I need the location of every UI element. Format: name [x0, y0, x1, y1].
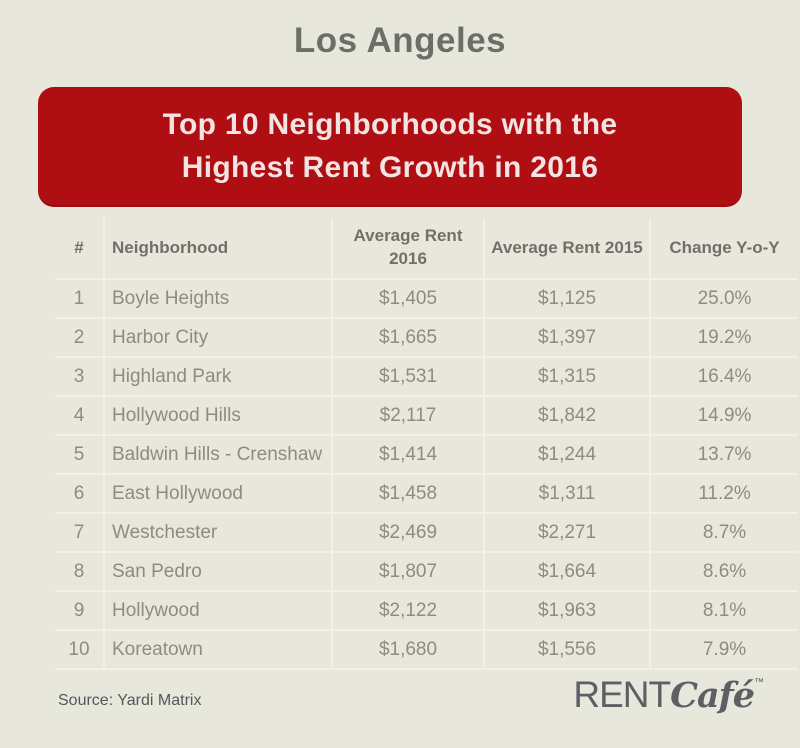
logo-rent-text: RENT	[573, 674, 671, 715]
column-header-avg-rent-2016: Average Rent 2016	[332, 218, 485, 279]
cell-neighborhood: Harbor City	[104, 318, 333, 357]
cell-avg-rent-2015: $1,315	[484, 357, 651, 396]
column-header-change-yoy: Change Y-o-Y	[669, 237, 780, 257]
table-row: 2 Harbor City $1,665 $1,397 19.2%	[55, 318, 798, 357]
cell-rank: 7	[55, 513, 105, 552]
cell-avg-rent-2015: $1,244	[484, 435, 651, 474]
rent-table-container: # Neighborhood Average Rent 2016 Average…	[55, 218, 798, 670]
table-row: 9 Hollywood $2,122 $1,963 8.1%	[55, 591, 798, 630]
banner-title-line1: Top 10 Neighborhoods with the	[162, 108, 618, 141]
cell-change-yoy: 8.6%	[702, 560, 747, 582]
cell-rank: 2	[55, 318, 105, 357]
cell-avg-rent-2016: $1,807	[332, 552, 485, 591]
cell-avg-rent-2016: $1,458	[332, 474, 485, 513]
table-row: 1 Boyle Heights $1,405 $1,125 25.0%	[55, 279, 798, 318]
cell-avg-rent-2015: $1,842	[484, 396, 651, 435]
cell-avg-rent-2016: $2,469	[332, 513, 485, 552]
table-row: 5 Baldwin Hills - Crenshaw $1,414 $1,244 13.…	[55, 435, 798, 474]
cell-neighborhood: Hollywood	[104, 591, 333, 630]
source-text: Source: Yardi Matrix	[58, 692, 202, 709]
cell-neighborhood: Westchester	[104, 513, 333, 552]
table-header-row: # Neighborhood Average Rent 2016 Average…	[55, 218, 798, 279]
cell-change-yoy: 8.7%	[702, 521, 747, 543]
cell-avg-rent-2015: $1,963	[484, 591, 651, 630]
cell-neighborhood: Koreatown	[104, 630, 333, 669]
cell-avg-rent-2015: $1,556	[484, 630, 651, 669]
cell-neighborhood: Hollywood Hills	[104, 396, 333, 435]
cell-avg-rent-2015: $1,311	[484, 474, 651, 513]
table-row: 4 Hollywood Hills $2,117 $1,842 14.9%	[55, 396, 798, 435]
banner-title-line2: Highest Rent Growth in 2016	[181, 151, 599, 184]
cell-rank: 9	[55, 591, 105, 630]
column-header-avg-rent-2015: Average Rent 2015	[484, 218, 651, 279]
table-row: 8 San Pedro $1,807 $1,664 8.6%	[55, 552, 798, 591]
cell-neighborhood: East Hollywood	[104, 474, 333, 513]
cell-avg-rent-2016: $2,117	[332, 396, 485, 435]
logo-cafe-text: Café	[670, 675, 755, 716]
column-header-neighborhood: Neighborhood	[104, 218, 333, 279]
cell-rank: 3	[55, 357, 105, 396]
rent-table: # Neighborhood Average Rent 2016 Average…	[55, 218, 798, 670]
cell-rank: 1	[55, 279, 105, 318]
cell-rank: 6	[55, 474, 105, 513]
cell-neighborhood: San Pedro	[104, 552, 333, 591]
table-row: 3 Highland Park $1,531 $1,315 16.4%	[55, 357, 798, 396]
cell-neighborhood: Highland Park	[104, 357, 333, 396]
title-banner: Top 10 Neighborhoods with the Highest Re…	[38, 87, 742, 205]
table-row: 10 Koreatown $1,680 $1,556 7.9%	[55, 630, 798, 669]
cell-rank: 10	[55, 630, 105, 669]
trademark-icon: ™	[754, 677, 764, 688]
cell-change-yoy: 14.9%	[697, 404, 752, 426]
cell-avg-rent-2015: $1,664	[484, 552, 651, 591]
cell-change-yoy: 11.2%	[698, 482, 751, 504]
cell-neighborhood: Baldwin Hills - Crenshaw	[104, 435, 333, 474]
cell-change-yoy: 19.2%	[697, 326, 752, 348]
table-row: 6 East Hollywood $1,458 $1,311 11.2%	[55, 474, 798, 513]
cell-avg-rent-2015: $1,125	[484, 279, 651, 318]
cell-change-yoy: 13.7%	[697, 443, 752, 465]
cell-change-yoy: 7.9%	[702, 638, 747, 660]
table-row: 7 Westchester $2,469 $2,271 8.7%	[55, 513, 798, 552]
cell-avg-rent-2015: $2,271	[484, 513, 651, 552]
cell-avg-rent-2016: $1,531	[332, 357, 485, 396]
cell-rank: 8	[55, 552, 105, 591]
cell-change-yoy: 16.4%	[697, 365, 752, 387]
table-body: 1 Boyle Heights $1,405 $1,125 25.0% 2 Harbor C…	[55, 279, 798, 669]
cell-rank: 4	[55, 396, 105, 435]
cell-avg-rent-2015: $1,397	[484, 318, 651, 357]
cell-change-yoy: 25.0%	[697, 287, 752, 309]
cell-rank: 5	[55, 435, 105, 474]
rentcafe-logo: RENTCafé™	[573, 674, 764, 716]
page-title: Los Angeles	[293, 21, 507, 60]
cell-change-yoy: 8.1%	[702, 599, 747, 621]
column-header-rank: #	[55, 218, 105, 279]
cell-avg-rent-2016: $2,122	[332, 591, 485, 630]
cell-avg-rent-2016: $1,414	[332, 435, 485, 474]
cell-neighborhood: Boyle Heights	[104, 279, 333, 318]
cell-avg-rent-2016: $1,665	[332, 318, 485, 357]
cell-avg-rent-2016: $1,405	[332, 279, 485, 318]
cell-avg-rent-2016: $1,680	[332, 630, 485, 669]
